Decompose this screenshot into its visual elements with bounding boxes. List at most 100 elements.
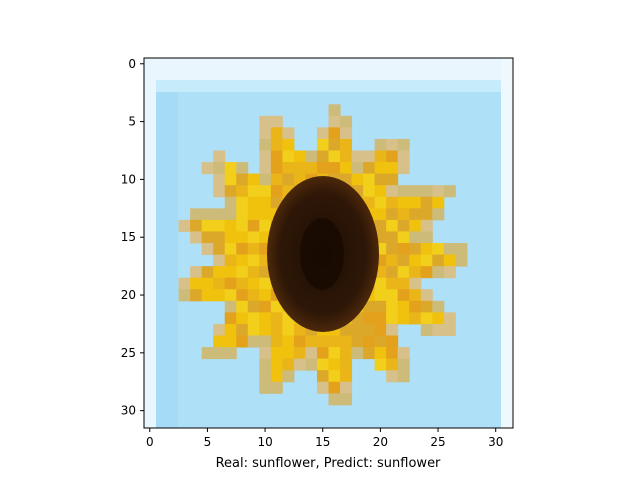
- petal-pixel: [432, 208, 445, 221]
- petal-pixel: [259, 196, 272, 209]
- petal-pixel: [282, 335, 295, 348]
- petal-pixel: [420, 196, 433, 209]
- petal-pixel: [386, 312, 399, 325]
- petal-pixel: [270, 127, 283, 140]
- petal-pixel: [293, 323, 306, 336]
- petal-pixel: [270, 162, 283, 175]
- petal-pixel: [236, 243, 249, 256]
- petal-pixel: [293, 335, 306, 348]
- petal-pixel: [305, 335, 318, 348]
- petal-pixel: [420, 243, 433, 256]
- petal-pixel: [432, 185, 445, 198]
- petal-pixel: [213, 277, 226, 290]
- petal-pixel: [420, 231, 433, 244]
- petal-pixel: [305, 150, 318, 163]
- petal-pixel: [247, 219, 260, 232]
- petal-pixel: [282, 358, 295, 371]
- petal-pixel: [316, 150, 329, 163]
- petal-pixel: [386, 358, 399, 371]
- petal-pixel: [270, 347, 283, 360]
- petal-pixel: [340, 358, 353, 371]
- petal-pixel: [316, 370, 329, 383]
- petal-pixel: [397, 138, 410, 151]
- petal-pixel: [178, 289, 191, 302]
- petal-pixel: [328, 335, 341, 348]
- petal-pixel: [363, 323, 376, 336]
- sky-left-band: [156, 92, 178, 428]
- petal-pixel: [224, 162, 237, 175]
- axes-frame: [143, 57, 514, 429]
- petal-pixel: [432, 254, 445, 267]
- petal-pixel: [293, 150, 306, 163]
- petal-pixel: [420, 266, 433, 279]
- petal-pixel: [236, 219, 249, 232]
- sky-top-band: [156, 80, 501, 92]
- petal-pixel: [340, 393, 353, 406]
- petal-pixel: [259, 208, 272, 221]
- petal-pixel: [247, 335, 260, 348]
- petal-pixel: [340, 115, 353, 128]
- petal-pixel: [236, 277, 249, 290]
- petal-pixel: [328, 347, 341, 360]
- petal-pixel: [386, 254, 399, 267]
- petal-pixel: [328, 381, 341, 394]
- petal-pixel: [247, 185, 260, 198]
- petal-pixel: [351, 323, 364, 336]
- petal-pixel: [443, 185, 456, 198]
- petal-pixel: [259, 381, 272, 394]
- petal-pixel: [409, 312, 422, 325]
- y-tick-label: 15: [121, 230, 136, 244]
- petal-pixel: [432, 300, 445, 313]
- petal-pixel: [224, 196, 237, 209]
- petal-pixel: [455, 243, 468, 256]
- petal-pixel: [397, 231, 410, 244]
- petal-pixel: [213, 150, 226, 163]
- y-tick-label: 5: [128, 115, 136, 129]
- petal-pixel: [420, 300, 433, 313]
- petal-pixel: [190, 277, 203, 290]
- petal-pixel: [270, 335, 283, 348]
- petal-pixel: [374, 323, 387, 336]
- petal-pixel: [443, 243, 456, 256]
- petal-pixel: [397, 196, 410, 209]
- petal-pixel: [201, 266, 214, 279]
- petal-pixel: [236, 254, 249, 267]
- petal-pixel: [328, 138, 341, 151]
- petal-pixel: [270, 323, 283, 336]
- petal-pixel: [316, 335, 329, 348]
- petal-pixel: [270, 312, 283, 325]
- petal-pixel: [409, 277, 422, 290]
- petal-pixel: [386, 277, 399, 290]
- petal-pixel: [409, 254, 422, 267]
- x-tick-label: 10: [257, 435, 272, 449]
- petal-pixel: [363, 150, 376, 163]
- petal-pixel: [340, 150, 353, 163]
- petal-pixel: [282, 150, 295, 163]
- petal-pixel: [420, 208, 433, 221]
- petal-pixel: [247, 243, 260, 256]
- petal-pixel: [397, 370, 410, 383]
- petal-pixel: [328, 393, 341, 406]
- petal-pixel: [224, 323, 237, 336]
- petal-pixel: [351, 335, 364, 348]
- petal-pixel: [247, 312, 260, 325]
- petal-pixel: [386, 162, 399, 175]
- petal-pixel: [363, 185, 376, 198]
- petal-pixel: [409, 289, 422, 302]
- petal-pixel: [247, 254, 260, 267]
- x-axis: 0 5 10 15 20 25 30: [146, 428, 503, 449]
- petal-pixel: [224, 335, 237, 348]
- petal-pixel: [386, 196, 399, 209]
- petal-pixel: [247, 196, 260, 209]
- petal-pixel: [270, 173, 283, 186]
- petal-pixel: [259, 277, 272, 290]
- petal-pixel: [236, 173, 249, 186]
- petal-pixel: [328, 162, 341, 175]
- petal-pixel: [409, 208, 422, 221]
- petal-pixel: [236, 300, 249, 313]
- petal-pixel: [213, 208, 226, 221]
- petal-pixel: [213, 173, 226, 186]
- petal-pixel: [178, 219, 191, 232]
- petal-pixel: [224, 231, 237, 244]
- image-top-strip: [144, 58, 513, 80]
